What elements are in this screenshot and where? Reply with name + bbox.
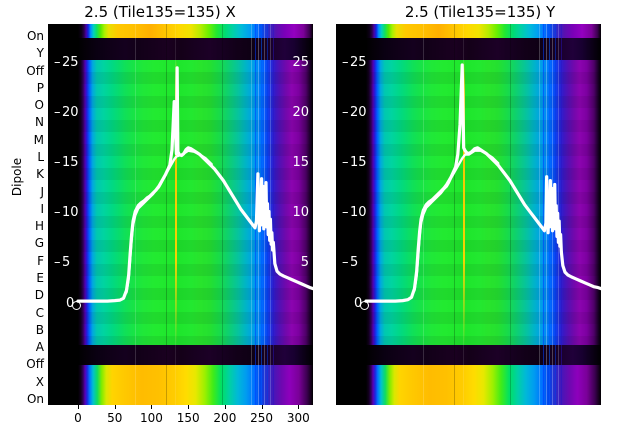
heatmap-band-main xyxy=(78,60,313,345)
categorical-tick-left-18: A xyxy=(35,340,44,355)
heatmap-band-gap-upper xyxy=(366,38,601,60)
panel-y-axes: –25 –20 –15 –10 –5 0 xyxy=(336,24,601,405)
curve-path-amplitude-X-secondary xyxy=(125,149,213,294)
heatmap-band-main xyxy=(366,60,601,345)
panel-x: 2.5 (Tile135=135) X –25 –20 –15 –10 –5 0… xyxy=(10,3,313,435)
curve-path-amplitude-Y xyxy=(364,63,601,303)
inner-ytick-10: –10 xyxy=(54,205,79,220)
categorical-tick-left-1: Y xyxy=(36,46,44,61)
categorical-tick-left-10: I xyxy=(40,201,44,216)
xtick-label-left-100: 100 xyxy=(139,411,163,425)
categorical-tick-left-0: On xyxy=(26,29,44,43)
inner-ytick-5: –5 xyxy=(342,255,359,270)
categorical-tick-left-7: L xyxy=(37,150,44,164)
xtick-label-left-200: 200 xyxy=(213,411,237,425)
inner-ytick-right-20: 20 xyxy=(292,105,309,120)
categorical-tick-left-19: Off xyxy=(26,357,44,372)
xtick-label-left-0: 0 xyxy=(74,411,82,425)
inner-ytick-10: –10 xyxy=(342,205,367,220)
categorical-tick-left-17: B xyxy=(35,322,44,337)
heatmap-band-gap-lower xyxy=(366,345,601,365)
tile-marker-line xyxy=(175,60,177,345)
inner-ytick-right-5: 5 xyxy=(300,255,309,270)
heatmap-band-gap-upper xyxy=(78,38,313,60)
curve-path-amplitude-X xyxy=(76,66,313,303)
inner-ytick-20: –20 xyxy=(342,105,367,120)
categorical-tick-left-8: K xyxy=(36,167,44,182)
y-axis-label: Dipole xyxy=(10,157,24,197)
heatmap-band-bottom xyxy=(366,365,601,405)
categorical-tick-left-5: N xyxy=(35,115,44,130)
inner-ytick-15: –15 xyxy=(342,155,367,170)
xtick-mark-left-100 xyxy=(151,405,153,409)
overlay-curve-x xyxy=(76,66,313,303)
xtick-mark-left-300 xyxy=(298,405,300,409)
inner-ytick-15: –15 xyxy=(54,155,79,170)
inner-ytick-20: –20 xyxy=(54,105,79,120)
inner-ytick-right-10: 10 xyxy=(292,205,309,220)
categorical-tick-left-4: O xyxy=(34,98,44,113)
inner-ytick-right-25: 25 xyxy=(292,55,309,70)
origin-marker xyxy=(360,301,369,310)
panel-x-axes: –25 –20 –15 –10 –5 0 25 20 15 10 5 xyxy=(48,24,313,405)
xtick-mark-left-0 xyxy=(78,405,79,409)
origin-marker xyxy=(72,301,81,310)
categorical-tick-left-21: On xyxy=(26,392,44,406)
xtick-mark-left-50 xyxy=(114,405,116,409)
categorical-tick-left-16: C xyxy=(35,305,44,320)
panel-x-title: 2.5 (Tile135=135) X xyxy=(84,3,236,21)
xtick-mark-left-150 xyxy=(188,405,190,409)
categorical-tick-left-2: Off xyxy=(26,63,44,78)
categorical-tick-left-20: X xyxy=(35,374,44,389)
xtick-label-left-150: 150 xyxy=(176,411,200,425)
inner-ytick-0: 0 xyxy=(66,296,75,311)
heatmap-band-top xyxy=(366,24,601,38)
heatmap-band-bottom xyxy=(78,365,313,405)
panel-y: 2.5 (Tile135=135) Y –25 –20 –15 –10 –5 0… xyxy=(320,0,640,440)
inner-ytick-0: 0 xyxy=(354,296,363,311)
categorical-tick-left-6: M xyxy=(33,132,44,147)
categorical-tick-left-3: P xyxy=(36,80,44,95)
categorical-tick-left-13: F xyxy=(37,253,44,268)
categorical-tick-left-12: G xyxy=(34,236,44,251)
categorical-tick-left-15: D xyxy=(34,288,44,303)
curve-path-amplitude-Y-secondary xyxy=(413,149,500,292)
xtick-mark-left-200 xyxy=(224,405,226,409)
categorical-axis-left: On Y Off P O N M L K J I H G F E D C B A Off X On xyxy=(14,24,44,405)
xtick-label-left-50: 50 xyxy=(107,411,123,425)
panel-y-title: 2.5 (Tile135=135) Y xyxy=(404,3,556,21)
x-axis-left: 0 50 100 150 200 250 300 xyxy=(48,405,313,435)
categorical-tick-left-14: E xyxy=(36,271,44,285)
heatmap-band-top xyxy=(78,24,313,38)
categorical-tick-left-11: H xyxy=(34,219,44,234)
overlay-curve-y xyxy=(364,63,601,303)
inner-ytick-25: –25 xyxy=(54,55,79,70)
heatmap-band-gap-lower xyxy=(78,345,313,365)
inner-ytick-25: –25 xyxy=(342,55,367,70)
xtick-label-left-250: 250 xyxy=(250,411,274,425)
xtick-mark-left-250 xyxy=(261,405,263,409)
categorical-tick-left-9: J xyxy=(40,184,44,199)
xtick-label-left-300: 300 xyxy=(286,411,310,425)
inner-ytick-right-15: 15 xyxy=(292,155,309,170)
inner-ytick-5: –5 xyxy=(54,255,71,270)
tile-marker-line xyxy=(463,60,465,345)
